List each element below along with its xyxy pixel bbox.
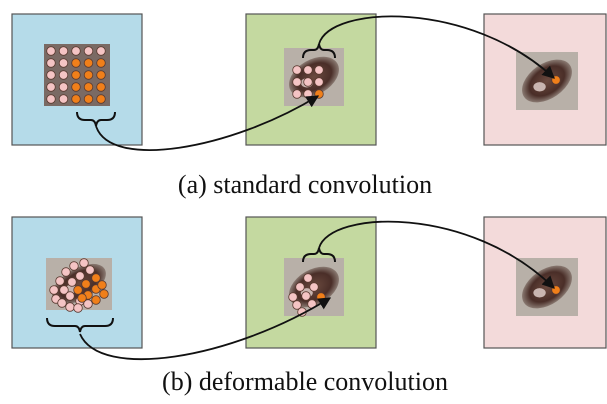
sample-dot <box>289 293 298 302</box>
sample-dot <box>66 292 75 301</box>
highlight <box>533 288 545 297</box>
sample-dot <box>304 274 313 283</box>
sample-dot <box>72 95 81 104</box>
sample-dot <box>98 281 107 290</box>
sample-dot <box>97 71 106 80</box>
sample-dot <box>315 66 324 75</box>
sample-dot <box>315 78 324 87</box>
sample-dot <box>84 95 93 104</box>
sample-dot <box>47 47 56 56</box>
sample-dot <box>78 294 87 303</box>
sample-dot <box>304 90 313 99</box>
sample-dot <box>293 90 302 99</box>
sample-dot <box>84 71 93 80</box>
sample-dot <box>72 47 81 56</box>
sample-dot <box>59 47 68 56</box>
caption: (b) deformable convolution <box>162 367 448 396</box>
sample-dot <box>97 59 106 68</box>
sample-dot <box>72 83 81 92</box>
sample-dot <box>72 71 81 80</box>
sample-dot <box>100 290 109 299</box>
sample-dot <box>59 83 68 92</box>
figure: (a) standard convolution (b) deformable … <box>0 0 607 404</box>
highlight <box>533 82 545 91</box>
sample-dot <box>92 296 101 305</box>
sample-dot <box>56 277 65 286</box>
sample-dot <box>62 268 71 277</box>
sample-dot <box>47 71 56 80</box>
sample-dot <box>74 304 83 313</box>
sample-dot <box>97 83 106 92</box>
sample-dot <box>317 293 326 302</box>
sample-dot <box>97 95 106 104</box>
sample-dot <box>76 272 85 281</box>
sample-dot <box>293 78 302 87</box>
sample-dot <box>47 95 56 104</box>
sample-dot <box>68 278 77 287</box>
caption: (a) standard convolution <box>178 170 432 199</box>
sample-dot <box>66 303 75 312</box>
sample-dot <box>84 83 93 92</box>
sample-dot <box>82 280 91 289</box>
sample-dot <box>293 66 302 75</box>
sample-dot <box>72 59 81 68</box>
sample-dot <box>302 292 311 301</box>
sample-dot <box>50 286 59 295</box>
sample-dot <box>59 95 68 104</box>
sample-dot <box>70 262 79 271</box>
sample-dot <box>84 47 93 56</box>
sample-dot <box>59 71 68 80</box>
sample-dot <box>84 59 93 68</box>
sample-dot <box>74 286 83 295</box>
sample-dot <box>86 266 95 275</box>
sample-dot <box>296 283 305 292</box>
sample-dot <box>92 274 101 283</box>
sample-dot <box>97 47 106 56</box>
sample-dot <box>304 78 313 87</box>
sample-dot <box>310 283 319 292</box>
sample-dot <box>59 59 68 68</box>
sample-dot <box>47 59 56 68</box>
sample-dot <box>58 299 67 308</box>
sample-dot <box>304 66 313 75</box>
sample-dot <box>80 259 89 268</box>
sample-dot <box>47 83 56 92</box>
